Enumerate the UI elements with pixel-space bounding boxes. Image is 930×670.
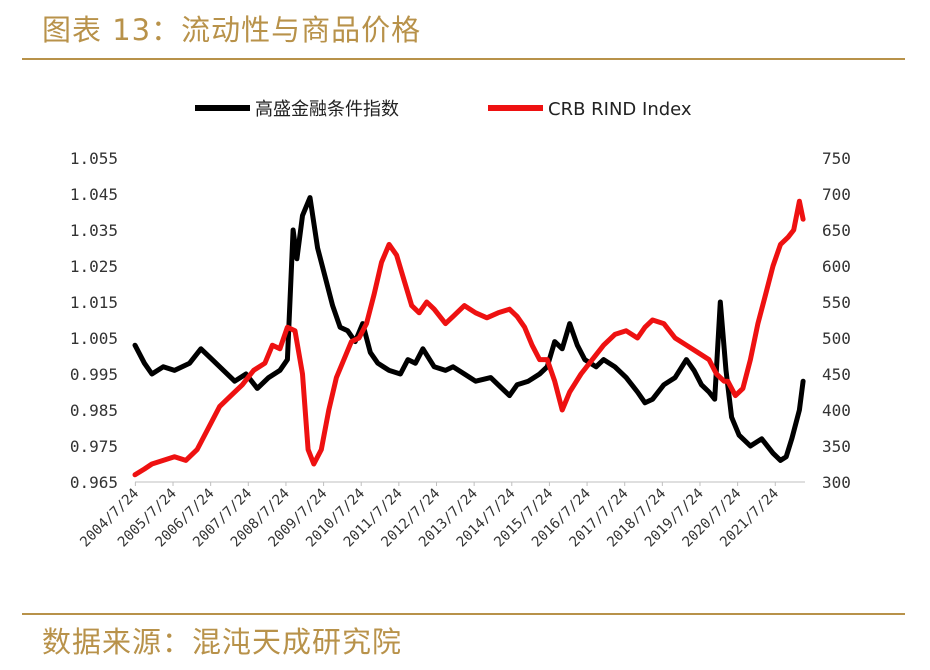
right-tick-label: 650: [822, 221, 851, 240]
left-tick-label: 0.995: [70, 365, 118, 384]
chart-legend: 高盛金融条件指数 CRB RIND Index: [195, 99, 692, 120]
right-tick-label: 700: [822, 185, 851, 204]
legend-label: 高盛金融条件指数: [255, 99, 399, 120]
source-divider: [22, 613, 905, 615]
right-tick-label: 450: [822, 365, 851, 384]
title-divider: [22, 58, 905, 60]
right-tick-label: 400: [822, 401, 851, 420]
left-tick-label: 1.025: [70, 257, 118, 276]
right-tick-label: 300: [822, 473, 851, 492]
left-tick-label: 0.985: [70, 401, 118, 420]
left-tick-label: 1.045: [70, 185, 118, 204]
left-tick-label: 1.005: [70, 329, 118, 348]
right-tick-label: 750: [822, 149, 851, 168]
right-tick-label: 350: [822, 437, 851, 456]
left-tick-label: 1.055: [70, 149, 118, 168]
x-axis-ticks: 2004/7/242005/7/242006/7/242007/7/242008…: [77, 481, 805, 550]
series-line-crb-rind: [132, 198, 806, 478]
right-tick-label: 550: [822, 293, 851, 312]
right-axis-ticks: 750 700 650 600 550 500 450 400 350 300: [822, 149, 851, 492]
figure-source: 数据来源：混沌天成研究院: [42, 625, 403, 659]
left-tick-label: 0.965: [70, 473, 118, 492]
series-line-goldman-fci: [132, 195, 806, 463]
right-tick-label: 500: [822, 329, 851, 348]
left-tick-label: 0.975: [70, 437, 118, 456]
left-axis-ticks: 1.055 1.045 1.035 1.025 1.015 1.005 0.995 0.985…: [70, 149, 118, 492]
right-tick-label: 600: [822, 257, 851, 276]
figure-title: 图表 13：流动性与商品价格: [42, 13, 422, 47]
plot-area: [132, 195, 806, 478]
legend-label: CRB RIND Index: [548, 99, 692, 120]
left-tick-label: 1.035: [70, 221, 118, 240]
chart: 高盛金融条件指数 CRB RIND Index 1.0551.0451.0351.…: [70, 99, 851, 550]
left-tick-label: 1.015: [70, 293, 118, 312]
